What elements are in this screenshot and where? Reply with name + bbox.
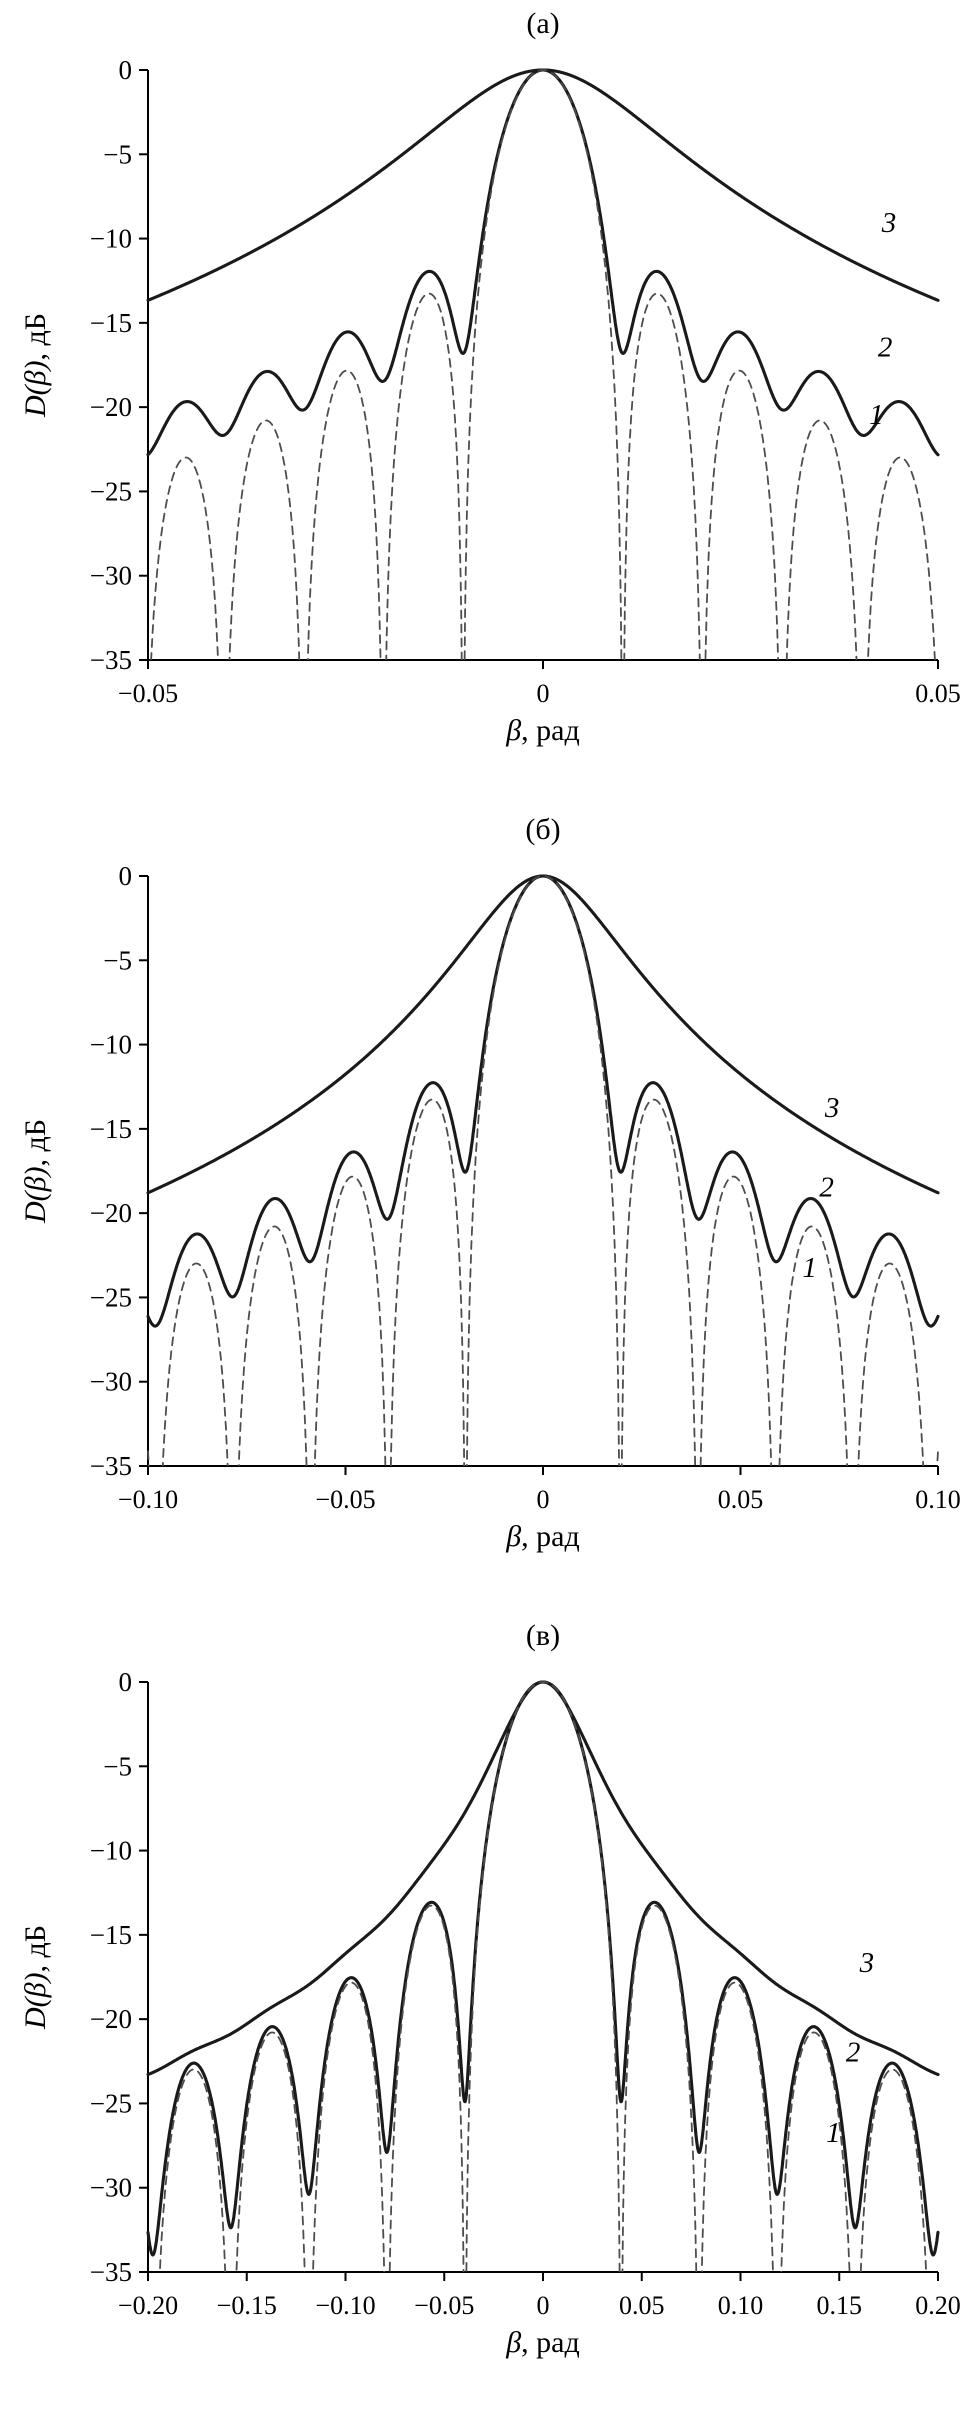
y-tick-label: −10: [90, 1836, 132, 1866]
xlabel-symbol: β: [506, 2326, 522, 2359]
y-tick-label: −5: [103, 139, 132, 169]
y-tick-label: −20: [90, 1198, 132, 1228]
plot-v: 0 −5 −10 −15 −20 −25 −30 −35 −0.20 −0.15 −0.10 −0.0…: [90, 1667, 960, 2320]
xlabel-units: , рад: [521, 714, 580, 747]
panel-b-xlabel: β, рад: [506, 1520, 580, 1554]
panel-b-ylabel: D(β), дБ: [19, 1119, 53, 1223]
y-tick-label: −15: [90, 1920, 132, 1950]
y-tick-label: −25: [90, 2088, 132, 2118]
x-tick-label: −0.05: [414, 2291, 474, 2320]
series-label-3: 3: [824, 1092, 840, 1124]
y-tick-label: −35: [90, 2257, 132, 2287]
curve-3: [146, 1680, 940, 2077]
y-tick-label: 0: [119, 1667, 133, 1697]
y-tick-label: −30: [90, 1367, 132, 1397]
xlabel-symbol: β: [506, 1520, 522, 1553]
y-tick-label: 0: [119, 55, 133, 85]
curve-1: [147, 875, 939, 1466]
ylabel-symbol: D(β): [19, 1166, 52, 1224]
x-tick-label: −0.15: [217, 2291, 277, 2320]
x-tick-label: −0.10: [315, 2291, 375, 2320]
y-tick-label: −25: [90, 1282, 132, 1312]
x-tick-label: 0.05: [718, 1485, 764, 1514]
curves-group: [146, 68, 940, 660]
y-tick-label: −10: [90, 1030, 132, 1060]
series-label-3: 3: [859, 1947, 875, 1979]
x-tick-label: 0.15: [817, 2291, 863, 2320]
ylabel-symbol: D(β): [19, 1972, 52, 2030]
ylabel-units: , дБ: [19, 1924, 52, 1973]
panel-a-xlabel: β, рад: [506, 714, 580, 748]
panel-v-xlabel: β, рад: [506, 2326, 580, 2360]
panel-v-title: (в): [525, 1619, 561, 1652]
curves-group: [146, 874, 940, 1466]
ylabel-units: , дБ: [19, 312, 52, 361]
ylabel-units: , дБ: [19, 1118, 52, 1167]
curve-1: [150, 69, 936, 660]
y-tick-label: −15: [90, 1114, 132, 1144]
y-tick-label: −35: [90, 645, 132, 675]
xlabel-symbol: β: [506, 714, 522, 747]
x-tick-label: 0.20: [915, 2291, 960, 2320]
x-tick-label: 0: [537, 679, 550, 708]
panel-b-title: (б): [525, 813, 561, 846]
panel-v-ylabel: D(β), дБ: [19, 1925, 53, 2029]
curve-2: [146, 1680, 940, 2257]
x-tick-label: 0: [537, 2291, 550, 2320]
panel-a: 0 −5 −10 −15 −20 −25 −30 −35 −0.05 0 0.05 1 2 3 (а) D…: [0, 0, 960, 806]
series-label-2: 2: [819, 1171, 834, 1203]
curve-2: [146, 68, 940, 457]
y-tick-label: −35: [90, 1451, 132, 1481]
curves-group: [146, 1680, 940, 2272]
axes: [147, 1682, 938, 2273]
curve-1: [158, 1681, 928, 2272]
x-tick-label: −0.20: [118, 2291, 178, 2320]
y-tick-label: −15: [90, 308, 132, 338]
xlabel-units: , рад: [521, 2326, 580, 2359]
x-tick-label: 0.05: [915, 679, 960, 708]
panel-b: 0 −5 −10 −15 −20 −25 −30 −35 −0.10 −0.05 0 0.05 0.10…: [0, 806, 960, 1612]
curve-3: [146, 68, 940, 302]
x-tick-label: −0.05: [315, 1485, 375, 1514]
ylabel-symbol: D(β): [19, 360, 52, 418]
panel-v: 0 −5 −10 −15 −20 −25 −30 −35 −0.20 −0.15 −0.10 −0.0…: [0, 1612, 960, 2418]
y-tick-label: −30: [90, 2173, 132, 2203]
y-tick-label: −20: [90, 2004, 132, 2034]
plot-b: 0 −5 −10 −15 −20 −25 −30 −35 −0.10 −0.05 0 0.05 0.10…: [90, 861, 960, 1514]
y-tick-label: −5: [103, 945, 132, 975]
y-tick-label: −30: [90, 561, 132, 591]
series-label-3: 3: [881, 207, 897, 239]
axes: [147, 70, 938, 661]
y-tick-label: 0: [119, 861, 133, 891]
y-tick-label: −10: [90, 224, 132, 254]
x-tick-label: −0.10: [118, 1485, 178, 1514]
x-tick-label: 0.05: [619, 2291, 665, 2320]
panel-a-title: (а): [526, 7, 560, 40]
curve-3: [146, 874, 940, 1195]
y-tick-label: −20: [90, 392, 132, 422]
xlabel-units: , рад: [521, 1520, 580, 1553]
series-label-1: 1: [802, 1252, 817, 1284]
y-tick-label: −25: [90, 476, 132, 506]
series-label-1: 1: [826, 2117, 841, 2149]
series-label-1: 1: [869, 399, 884, 431]
curve-2: [146, 874, 940, 1328]
x-tick-label: −0.05: [118, 679, 178, 708]
y-tick-label: −5: [103, 1751, 132, 1781]
x-tick-label: 0.10: [718, 2291, 764, 2320]
panel-a-ylabel: D(β), дБ: [19, 313, 53, 417]
x-tick-label: 0: [537, 1485, 550, 1514]
x-tick-label: 0.10: [915, 1485, 960, 1514]
plot-a: 0 −5 −10 −15 −20 −25 −30 −35 −0.05 0 0.05 1 2 3: [90, 55, 960, 708]
series-label-2: 2: [878, 332, 893, 364]
series-label-2: 2: [846, 2036, 861, 2068]
